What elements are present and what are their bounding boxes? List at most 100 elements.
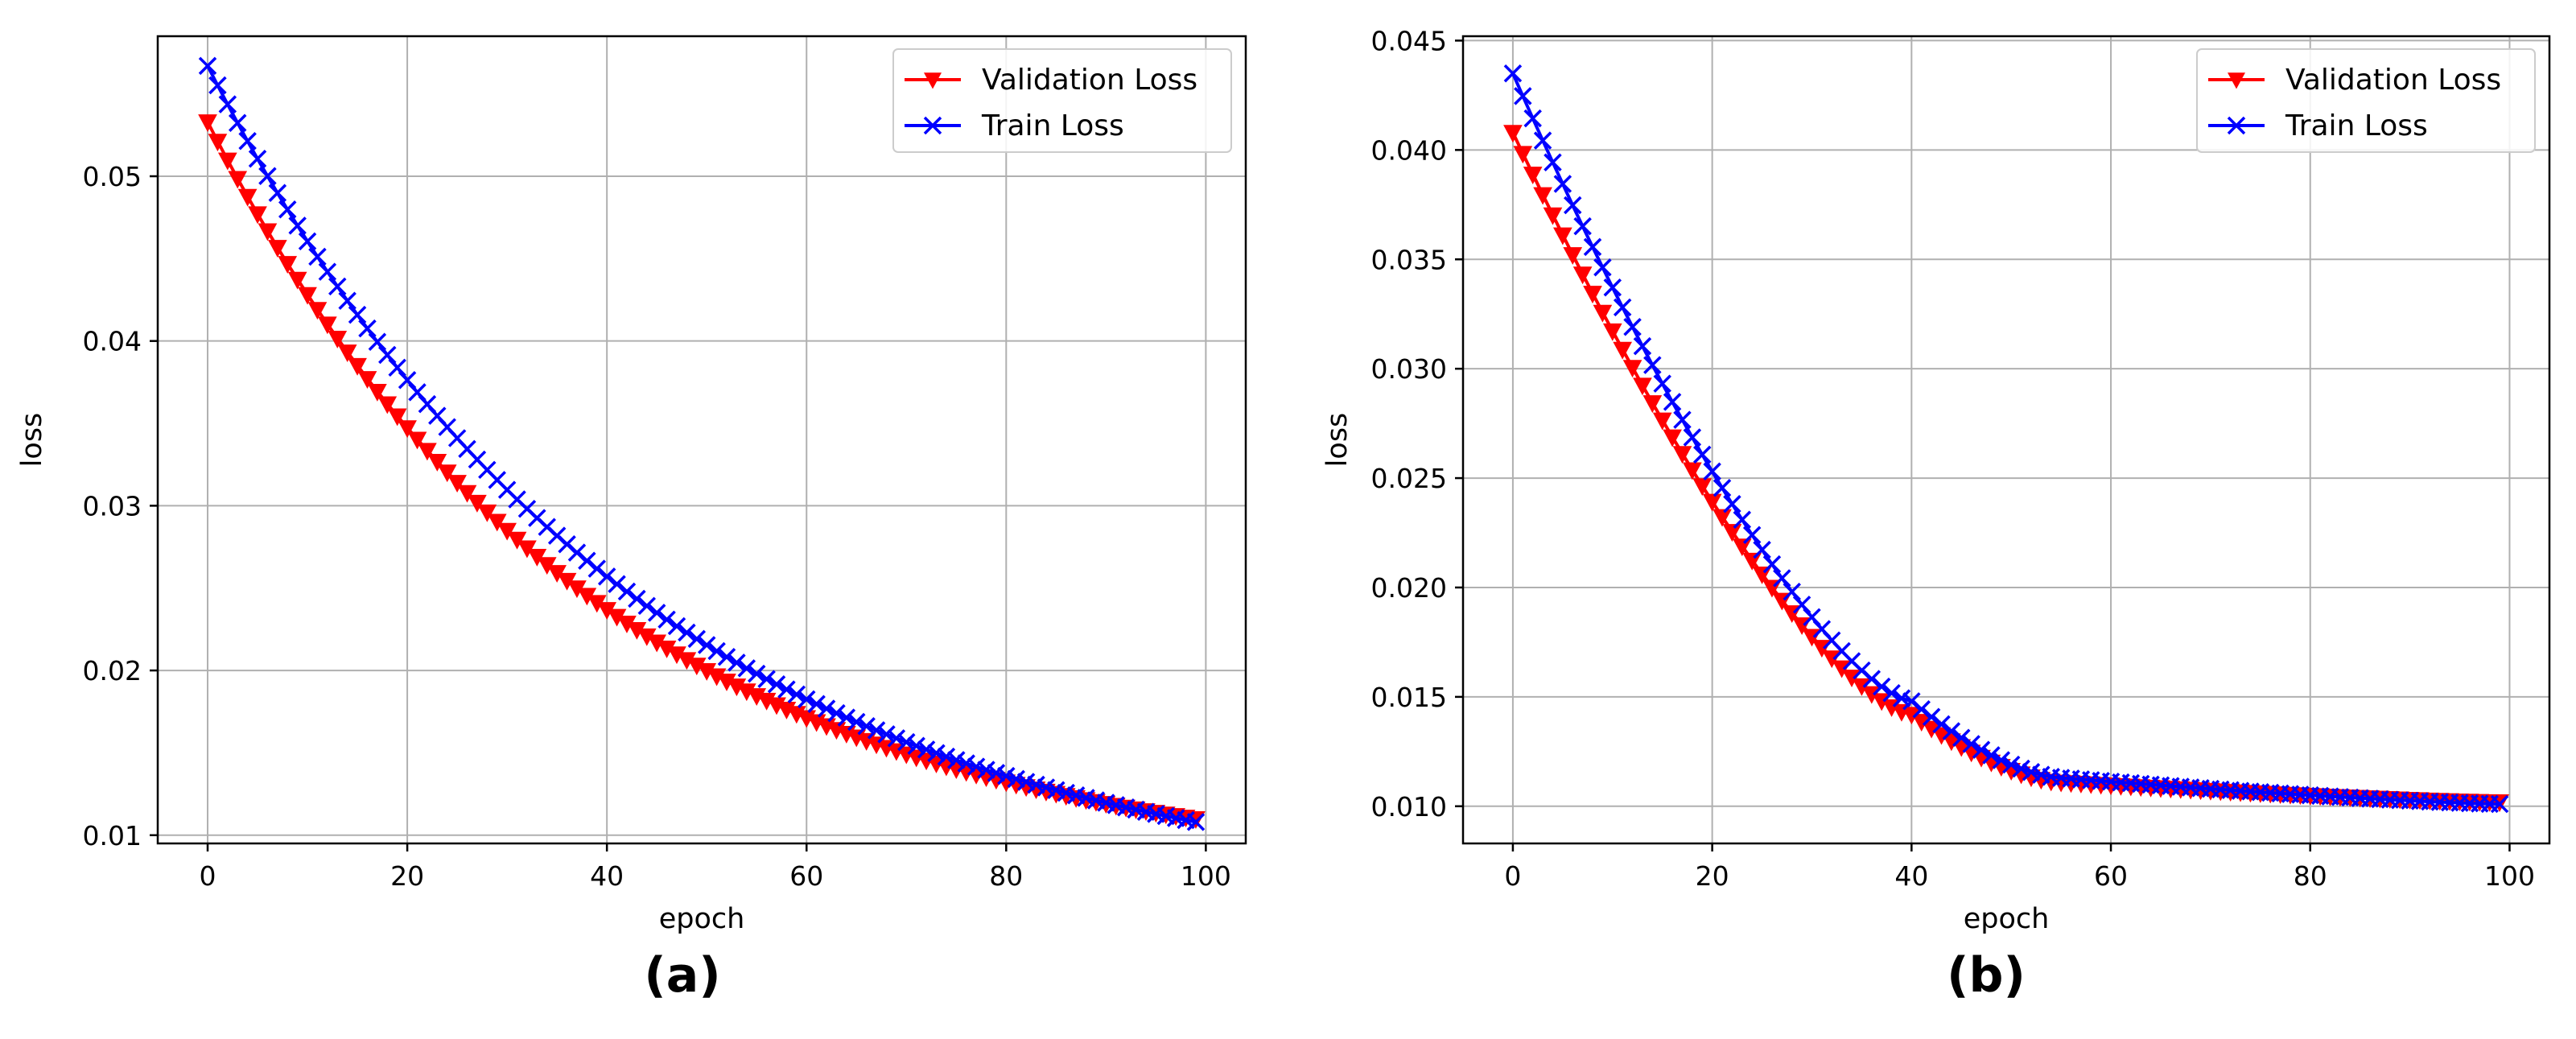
data-point-train-loss <box>2012 759 2030 778</box>
y-axis-label: loss <box>1321 413 1354 468</box>
y-tick-label: 0.040 <box>1371 134 1447 166</box>
data-point-train-loss <box>1733 510 1752 529</box>
data-point-validation-loss <box>1553 227 1572 245</box>
data-point-train-loss <box>1912 700 1931 719</box>
y-tick-label: 0.04 <box>83 326 142 357</box>
data-point-validation-loss <box>1543 207 1563 225</box>
data-point-train-loss <box>977 761 995 779</box>
data-point-train-loss <box>1703 462 1721 481</box>
data-point-train-loss <box>798 690 816 709</box>
data-point-train-loss <box>887 729 906 748</box>
legend-marker-x <box>923 116 942 135</box>
x-tick-label: 100 <box>1181 860 1231 892</box>
legend-box <box>2196 48 2536 153</box>
data-point-validation-loss <box>377 396 398 414</box>
data-point-train-loss <box>1583 237 1602 257</box>
data-point-train-loss <box>587 559 606 578</box>
x-tick-label: 40 <box>590 860 624 892</box>
x-tick-label: 20 <box>1696 860 1729 892</box>
data-point-validation-loss <box>237 188 258 207</box>
data-point-train-loss <box>238 132 257 150</box>
data-point-train-loss <box>1573 216 1592 236</box>
legend-label: Validation Loss <box>982 64 1197 97</box>
data-point-train-loss <box>647 604 666 622</box>
y-tick-label: 0.05 <box>83 161 142 192</box>
y-tick-label: 0.010 <box>1371 791 1447 823</box>
y-tick-label: 0.015 <box>1371 682 1447 713</box>
data-point-train-loss <box>278 200 297 219</box>
data-point-validation-loss <box>1523 167 1543 185</box>
y-axis-label: loss <box>16 413 48 468</box>
data-point-validation-loss <box>407 431 427 450</box>
legend-label: Train Loss <box>981 109 1124 142</box>
data-point-train-loss <box>1922 707 1941 727</box>
plot-frame <box>1461 35 2551 845</box>
x-tick-label: 60 <box>2094 860 2128 892</box>
y-tick-label: 0.02 <box>83 655 142 686</box>
data-point-train-loss <box>777 680 796 699</box>
data-point-train-loss <box>1792 596 1811 614</box>
data-point-train-loss <box>787 685 806 704</box>
data-point-validation-loss <box>507 531 527 550</box>
data-point-train-loss <box>857 717 876 736</box>
x-tick-label: 60 <box>789 860 823 892</box>
data-point-train-loss <box>2001 755 2021 774</box>
data-point-train-loss <box>1653 374 1671 393</box>
data-point-train-loss <box>1523 109 1542 128</box>
data-point-train-loss <box>678 623 696 642</box>
legend-box <box>892 48 1232 153</box>
legend: Validation Loss Train Loss <box>2196 48 2536 153</box>
data-point-train-loss <box>298 232 317 251</box>
data-point-train-loss <box>2022 762 2041 781</box>
data-point-validation-loss <box>1602 323 1622 341</box>
data-point-validation-loss <box>337 344 357 363</box>
y-tick-label: 0.025 <box>1371 463 1447 494</box>
data-point-train-loss <box>1932 715 1951 734</box>
data-point-validation-loss <box>368 383 387 402</box>
data-point-train-loss <box>248 150 267 168</box>
data-point-validation-loss <box>477 504 497 522</box>
data-point-validation-loss <box>298 287 317 305</box>
data-point-train-loss <box>827 703 846 723</box>
data-point-train-loss <box>2490 794 2509 814</box>
data-point-train-loss <box>1016 773 1036 791</box>
y-tick-label: 0.030 <box>1371 353 1447 385</box>
data-point-train-loss <box>997 766 1016 785</box>
y-tick-label: 0.020 <box>1371 572 1447 604</box>
data-point-train-loss <box>957 754 975 773</box>
data-point-train-loss <box>1593 258 1612 277</box>
data-point-validation-loss <box>1633 377 1652 396</box>
data-point-train-loss <box>617 582 637 601</box>
data-point-validation-loss <box>258 223 278 241</box>
data-point-validation-loss <box>1513 146 1533 164</box>
data-point-train-loss <box>1623 317 1642 336</box>
data-point-train-loss <box>1533 131 1552 150</box>
data-point-train-loss <box>1892 689 1911 707</box>
data-point-train-loss <box>1027 775 1045 794</box>
data-point-train-loss <box>727 653 746 672</box>
data-point-train-loss <box>1553 175 1572 193</box>
data-point-train-loss <box>1783 582 1801 601</box>
data-point-validation-loss <box>328 330 348 348</box>
data-point-train-loss <box>258 167 277 186</box>
legend-marker-triangle <box>924 72 942 89</box>
data-point-train-loss <box>747 664 766 683</box>
data-point-train-loss <box>1762 555 1782 574</box>
data-point-train-loss <box>1503 64 1523 83</box>
data-point-train-loss <box>1613 298 1632 317</box>
chart-panel-b: 0 20 40 60 80 100 0.010 0.015 0.020 0.025 0.030 0.0… <box>1321 25 2551 1004</box>
data-point-train-loss <box>807 695 826 713</box>
data-point-train-loss <box>987 764 1006 782</box>
data-point-train-loss <box>1742 526 1762 544</box>
legend-label: Train Loss <box>2285 109 2428 142</box>
data-point-train-loss <box>318 262 337 281</box>
x-tick-label: 20 <box>390 860 424 892</box>
data-point-train-loss <box>1603 278 1622 297</box>
x-axis-label: epoch <box>659 903 745 935</box>
grid-lines <box>158 36 1246 843</box>
data-point-train-loss <box>907 736 925 755</box>
data-point-validation-loss <box>387 408 407 427</box>
data-point-train-loss <box>1713 479 1732 497</box>
x-tick-label: 80 <box>2294 860 2327 892</box>
